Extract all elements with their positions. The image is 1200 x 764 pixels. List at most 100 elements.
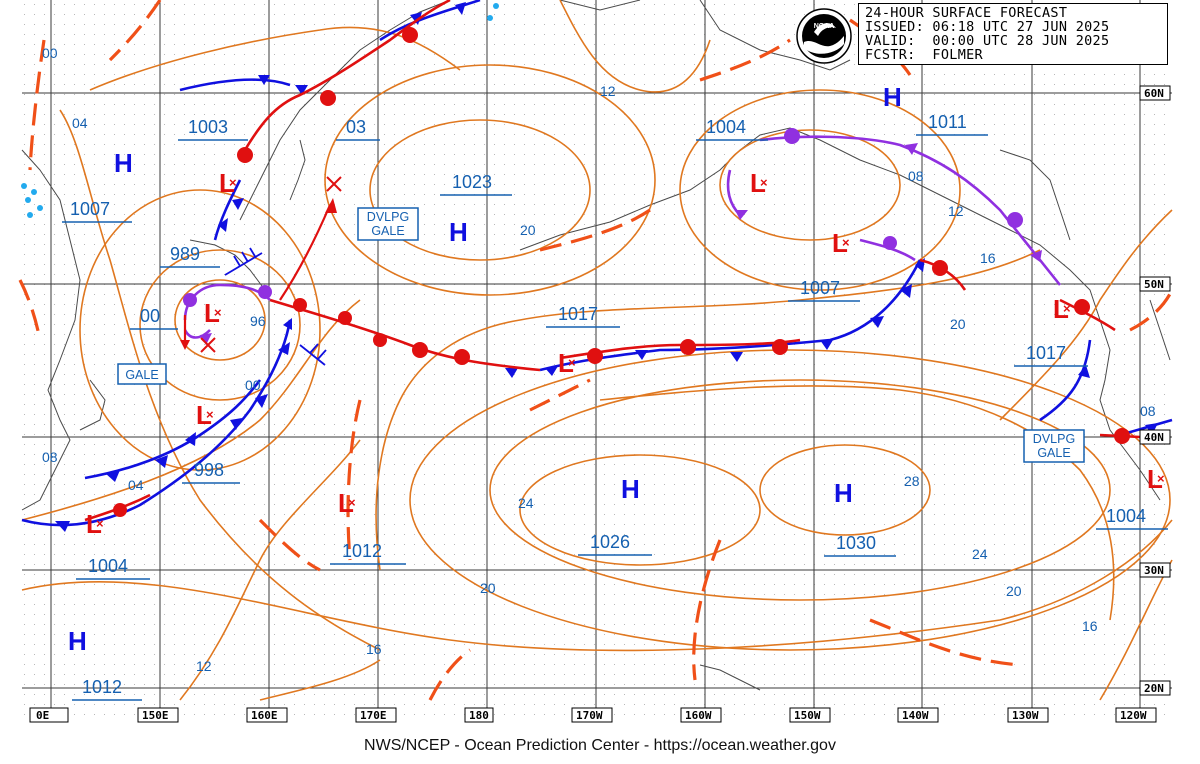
contour-label: 28 bbox=[904, 473, 920, 489]
surface-forecast-map: H H H H H H L L L L L L L L L L × × × × … bbox=[18, 0, 1174, 723]
noaa-logo: NOAA bbox=[796, 8, 852, 64]
lon-label: 180 bbox=[469, 709, 489, 722]
pressure-label: 1004 bbox=[706, 117, 746, 137]
low-center-mark: × bbox=[229, 175, 237, 190]
low-symbol: L bbox=[338, 488, 354, 518]
contour-label: 16 bbox=[366, 641, 382, 657]
contour-label: 00 bbox=[42, 45, 58, 61]
low-symbol: L bbox=[750, 168, 766, 198]
pressure-label: 1003 bbox=[188, 117, 228, 137]
contour-label: 16 bbox=[1082, 618, 1098, 634]
contour-label: 12 bbox=[948, 203, 964, 219]
contour-label: 08 bbox=[1140, 403, 1156, 419]
data-dots bbox=[21, 3, 499, 218]
contour-label: 20 bbox=[520, 222, 536, 238]
low-symbol: L bbox=[1053, 294, 1069, 324]
track-arrowheads bbox=[180, 198, 337, 350]
contour-label: 20 bbox=[480, 580, 496, 596]
lon-label: 170W bbox=[576, 709, 603, 722]
low-center-mark: × bbox=[348, 495, 356, 510]
lat-label-30n: 30N bbox=[1144, 564, 1164, 577]
wind-barbs bbox=[224, 247, 327, 366]
low-symbol: L bbox=[196, 400, 212, 430]
title-valid: VALID: 00:00 UTC 28 JUN 2025 bbox=[865, 33, 1110, 49]
pressure-label: 1026 bbox=[590, 532, 630, 552]
contour-label: 12 bbox=[196, 658, 212, 674]
contour-label: 04 bbox=[128, 477, 144, 493]
contour-label: 24 bbox=[972, 546, 988, 562]
contour-label: 20 bbox=[1006, 583, 1022, 599]
contour-label: 16 bbox=[980, 250, 996, 266]
lat-label-20n: 20N bbox=[1144, 682, 1164, 695]
low-symbol: L bbox=[219, 168, 235, 198]
pressure-label: 1017 bbox=[1026, 343, 1066, 363]
high-symbol: H bbox=[68, 626, 87, 656]
title-forecaster: FCSTR: FOLMER bbox=[865, 47, 983, 63]
lon-label: 170E bbox=[360, 709, 387, 722]
contour-label: 08 bbox=[42, 449, 58, 465]
pressure-label: 1030 bbox=[836, 533, 876, 553]
low-x-marks bbox=[200, 176, 342, 353]
contour-label: 20 bbox=[950, 316, 966, 332]
lon-label: 140W bbox=[902, 709, 929, 722]
svg-text:NOAA: NOAA bbox=[814, 23, 835, 30]
pressure-label: 1012 bbox=[342, 541, 382, 561]
warm-front-bumps bbox=[113, 27, 1130, 517]
low-symbol: L bbox=[558, 348, 574, 378]
lat-label-40n: 40N bbox=[1144, 431, 1164, 444]
contour-label: 96 bbox=[250, 313, 266, 329]
gale-word-1: GALE bbox=[371, 224, 404, 238]
high-symbol: H bbox=[114, 148, 133, 178]
low-center-mark: × bbox=[760, 175, 768, 190]
gale-label: GALE bbox=[125, 368, 158, 382]
low-center-mark: × bbox=[1063, 301, 1071, 316]
low-center-mark: × bbox=[568, 355, 576, 370]
high-symbols: H H H H H H bbox=[68, 82, 902, 656]
low-center-mark: × bbox=[96, 516, 104, 531]
pressure-label: 1011 bbox=[928, 112, 967, 132]
low-center-mark: × bbox=[214, 305, 222, 320]
dvlpg-gale-label-1: DVLPG bbox=[367, 210, 409, 224]
contour-labels: 00 04 96 00 04 08 12 20 24 20 16 12 08 1… bbox=[42, 45, 1156, 674]
coastlines bbox=[21, 0, 1171, 691]
pressure-label: 1017 bbox=[558, 304, 598, 324]
forecast-title-box: 24-HOUR SURFACE FORECAST ISSUED: 06:18 U… bbox=[858, 3, 1168, 65]
low-symbol: L bbox=[1147, 464, 1163, 494]
pressure-underlines bbox=[62, 134, 1168, 701]
dvlpg-gale-label-2: DVLPG bbox=[1033, 432, 1075, 446]
latitude-labels: 60N 50N 40N 30N 20N bbox=[1139, 85, 1171, 696]
title-line-1: 24-HOUR SURFACE FORECAST bbox=[865, 5, 1068, 21]
warning-boxes: DVLPG GALE GALE DVLPG GALE bbox=[117, 207, 1085, 463]
low-symbol: L bbox=[86, 509, 102, 539]
troughs bbox=[18, 0, 1174, 701]
pressure-label: 989 bbox=[170, 244, 200, 264]
gale-word-2: GALE bbox=[1037, 446, 1070, 460]
high-symbol: H bbox=[449, 217, 468, 247]
low-symbol: L bbox=[832, 228, 848, 258]
contour-label: 04 bbox=[72, 115, 88, 131]
footer-credit: NWS/NCEP - Ocean Prediction Center - htt… bbox=[364, 737, 836, 754]
pressure-label: 998 bbox=[194, 460, 224, 480]
low-symbols: L L L L L L L L L L × × × × × × × × × × bbox=[86, 168, 1165, 539]
contour-label: 24 bbox=[518, 495, 534, 511]
pressure-label: 1007 bbox=[70, 199, 110, 219]
lon-label: 160E bbox=[251, 709, 278, 722]
low-symbol: L bbox=[204, 298, 220, 328]
cold-fronts bbox=[21, 0, 1173, 527]
contour-label: 08 bbox=[908, 168, 924, 184]
longitude-labels: 0E 150E 160E 170E 180 170W 160W 150W 140… bbox=[29, 707, 1157, 723]
lon-label: 130W bbox=[1012, 709, 1039, 722]
occluded-front-symbols bbox=[183, 128, 1042, 345]
isobars bbox=[21, 0, 1173, 701]
pressure-label: 1004 bbox=[88, 556, 128, 576]
lon-label: 150E bbox=[142, 709, 169, 722]
pressure-label: 1004 bbox=[1106, 506, 1146, 526]
lat-label-50n: 50N bbox=[1144, 278, 1164, 291]
contour-label: 12 bbox=[600, 83, 616, 99]
high-symbol: H bbox=[621, 474, 640, 504]
pressure-label: 00 bbox=[140, 306, 160, 326]
lon-label: 160W bbox=[685, 709, 712, 722]
lat-label-60n: 60N bbox=[1144, 87, 1164, 100]
pressure-label: 1012 bbox=[82, 677, 122, 697]
low-center-mark: × bbox=[842, 235, 850, 250]
